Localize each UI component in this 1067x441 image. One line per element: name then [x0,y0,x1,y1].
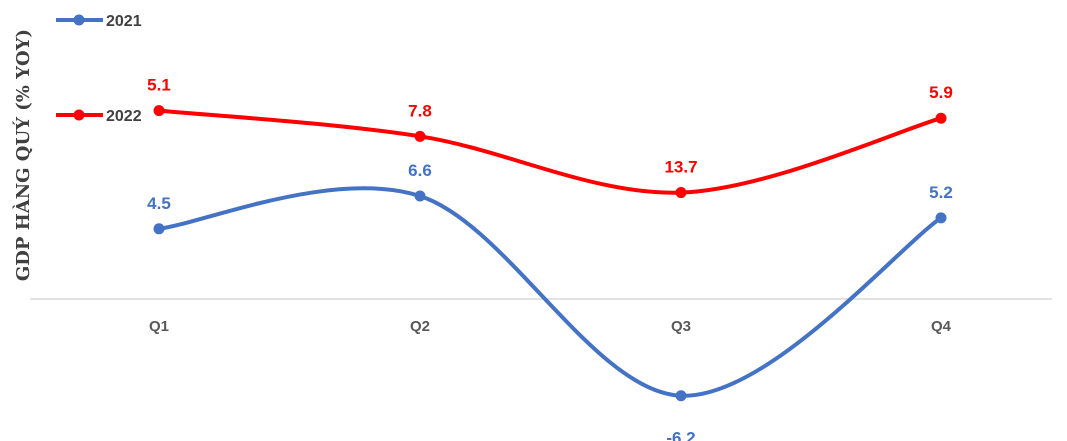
data-label-2021: 4.5 [147,194,171,213]
data-point-2021 [414,190,426,202]
data-label-2022: 5.1 [147,76,171,95]
data-point-2022 [153,105,165,117]
data-point-2022 [675,187,687,199]
data-label-2022: 7.8 [408,101,432,120]
series-line-2021 [157,186,943,398]
x-axis-ticks: Q1 Q2 Q3 Q4 [149,318,952,335]
data-point-2022 [935,112,947,124]
x-tick-label: Q3 [671,318,691,335]
x-tick-label: Q4 [931,318,952,335]
legend-marker-2022 [73,109,85,121]
data-labels: 4.5 6.6 -6.2 5.2 5.1 7.8 13.7 5.9 [147,76,953,441]
data-label-2022: 13.7 [664,158,697,177]
series-line-2022 [157,108,943,195]
legend-label-2021: 2021 [106,13,142,30]
data-label-2021: -6.2 [666,429,695,441]
legend-label-2022: 2022 [106,108,142,125]
data-point-2021 [153,223,165,235]
data-label-2021: 6.6 [408,161,432,180]
data-point-2022 [414,130,426,142]
x-tick-label: Q1 [149,318,169,335]
data-label-2022: 5.9 [929,83,953,102]
legend-marker-2021 [73,14,85,26]
data-point-2021 [935,212,947,224]
series-points [153,105,947,402]
y-axis-label: GDP HÀNG QUÝ (% YOY) [11,29,34,281]
series-lines [157,108,943,398]
legend: 2021 2022 [56,13,142,125]
x-tick-label: Q2 [410,318,430,335]
data-point-2021 [675,390,687,402]
data-label-2021: 5.2 [929,183,953,202]
